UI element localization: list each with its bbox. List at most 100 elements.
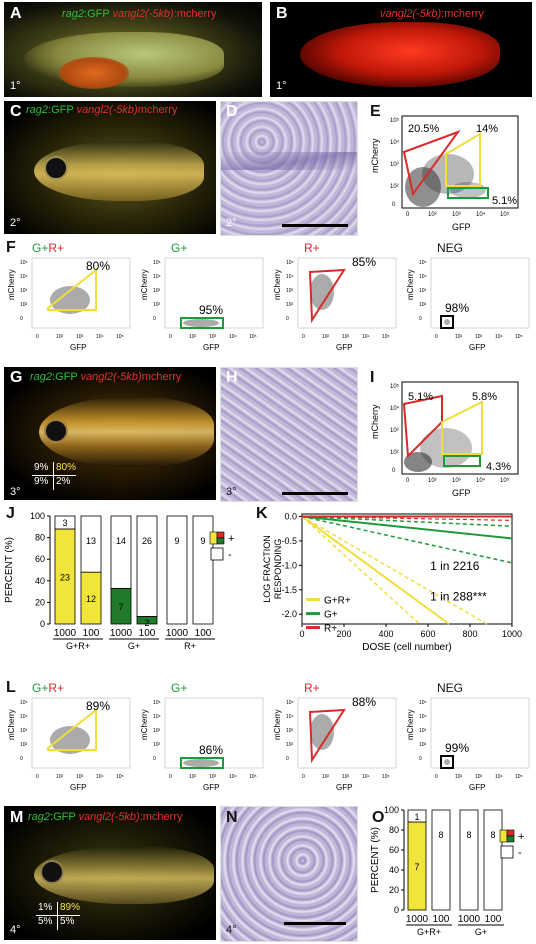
quad-bl: 5% [38,916,53,927]
flow-xlabel: GFP [203,343,219,352]
panel-a-stage: 1° [10,80,21,92]
panel-d-stage: 2° [226,217,237,229]
panel-c-genotype: rag2:GFP vangl2(-5kb)mcherry [26,104,178,116]
tick-label: 10³ [342,334,350,340]
tick-label: 10⁵ [419,700,427,706]
flow-subplot: R+ mCherry 10⁵ 10⁴ 10³ 10² 0 85% 0 10² 10³ 10⁴ 10⁵ GF… [273,241,397,352]
y-tick-label: -0.5 [281,536,297,546]
bar-count-negative: 8 [466,830,471,840]
panel-i-xlabel: GFP [452,488,471,498]
panel-e-ylabel: mCherry [370,138,380,173]
panel-h-histology [220,367,358,502]
tick-label: 10³ [390,162,399,168]
quad-bl: 9% [34,476,49,487]
legend-swatch-white [500,845,514,859]
series-g-r-line [301,515,450,625]
flow-xlabel: GFP [203,783,219,792]
tick-label: 10⁴ [229,334,237,340]
gate-outline [180,317,224,329]
bar-negative [136,515,158,617]
panel-letter-d: D [226,103,238,120]
y-axis-label: PERCENT (%) [370,827,381,893]
y-tick-label: 40 [389,865,399,875]
panel-d-histology [220,101,358,236]
gate-outline [440,755,454,769]
gate-pct-green: 4.3% [486,461,511,473]
panel-i-scatter-cloud [404,428,472,472]
panel-n-histology [220,806,358,942]
legend-label: + [518,831,524,843]
group-label: G+ [475,927,487,937]
x-axis-label: DOSE (cell number) [362,642,451,653]
tick-label: 10² [56,774,64,780]
tick-label: 10⁴ [390,139,400,146]
tick-label: 10² [428,212,437,218]
gate-pct-red: 5.1% [408,391,433,403]
flow-ylabel: mCherry [140,269,149,300]
y-tick-label: 60 [389,845,399,855]
y-axis-label: RESPONDING [273,539,283,600]
legend-label: - [518,847,522,859]
tick-label: 10² [286,742,294,748]
flow-subplot: G+ mCherry 10⁵ 10⁴ 10³ 10² 0 95% 0 10² 10³ 10⁴ 10⁵ GF… [140,241,264,352]
plot-frame [301,513,513,625]
gate-outline [180,757,224,769]
tick-label: 10³ [209,774,217,780]
panel-b-stage: 1° [276,80,287,92]
panel-a-genotype: rag2:GFP vangl2(-5kb):mcherry [62,8,217,20]
flow-ylabel: mCherry [140,709,149,740]
tick-label: 10³ [286,728,294,734]
flow-subplot-title: G+ [171,681,187,695]
x-tick-label: 100 [83,628,100,639]
panel-m-fish-photo [4,806,216,940]
bar-negative [483,809,503,911]
y-tick-label: 20 [389,885,399,895]
plot-frame [164,257,264,329]
flow-xlabel: GFP [336,783,352,792]
bar-negative [54,515,76,530]
tick-label: 10⁵ [419,260,427,266]
tick-label: 10⁴ [96,334,104,340]
flow-subplot-title: G+R+ [32,241,64,255]
bar-count-negative: 9 [200,536,205,546]
legend-label: G+ [324,610,338,621]
panel-h-stage: 3° [226,486,237,498]
plot-frame [31,697,131,769]
tick-label: 0 [286,316,289,322]
tick-label: 10³ [286,288,294,294]
tick-label: 10⁴ [153,274,161,280]
scatter-cloud [183,759,219,767]
x-tick-label: 1000 [502,629,522,639]
tick-label: 10² [419,302,427,308]
tick-label: 10⁴ [229,774,237,780]
bar-count-negative: 13 [86,536,96,546]
flow-subplot-title: NEG [437,241,463,255]
flow-xlabel: GFP [70,783,86,792]
tick-label: 0 [406,212,410,218]
tick-label: 10² [322,334,330,340]
x-tick-label: 0 [299,629,304,639]
panel-c-fish-photo [4,101,216,234]
tick-label: 10⁴ [20,274,28,280]
panel-a-fish-photo [4,2,262,97]
bar-count-positive: 12 [86,594,96,604]
flow-xlabel: GFP [336,343,352,352]
tick-label: 0 [169,774,172,780]
tick-label: 10⁵ [286,260,294,266]
flow-subplot-title: G+ [171,241,187,255]
panel-letter-n: N [226,809,238,826]
bar-count-negative: 1 [414,812,419,822]
x-tick-label: 100 [433,914,450,925]
tick-label: 10² [56,334,64,340]
tick-label: 10⁴ [96,774,104,780]
tick-label: 10⁴ [20,714,28,720]
scatter-cloud [50,726,90,754]
title-green: G+ [171,681,187,695]
tick-label: 10⁴ [476,211,486,218]
legend-swatch-red [506,829,515,837]
y-tick-label: -2.0 [281,609,297,619]
tick-label: 10² [322,774,330,780]
tick-label: 10² [153,302,161,308]
bar-negative [431,809,451,911]
bar-count-positive: 23 [60,572,70,582]
